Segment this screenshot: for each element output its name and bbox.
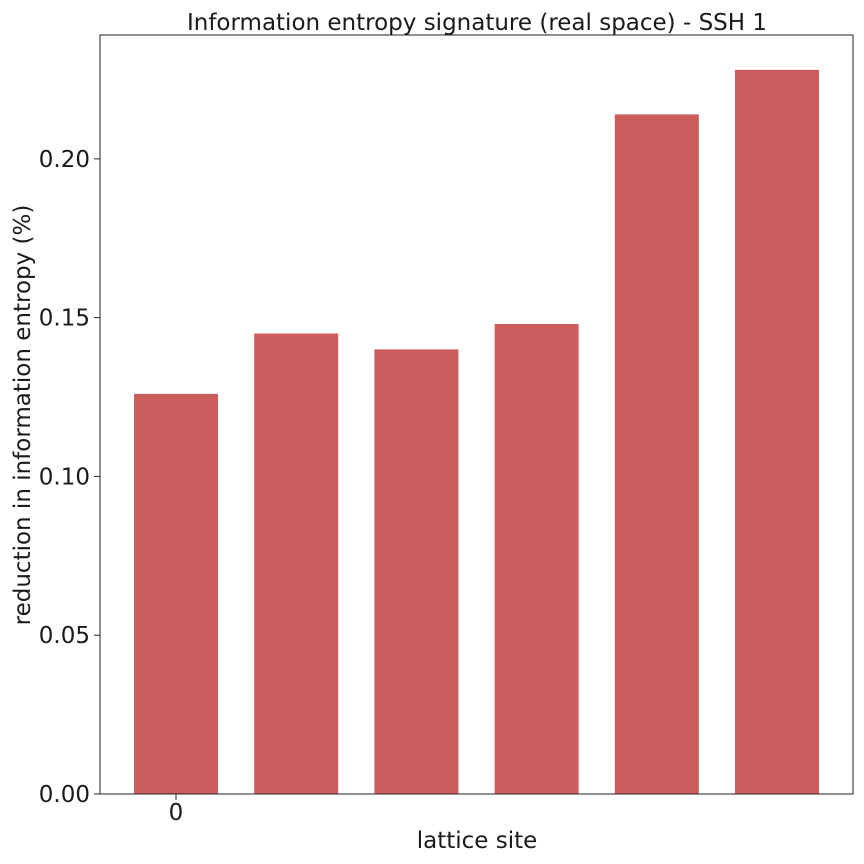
y-tick-label: 0.05 (39, 623, 90, 649)
y-axis-ticks: 0.00 0.05 0.10 0.15 0.20 (39, 147, 100, 808)
y-axis-label: reduction in information entropy (%) (10, 205, 36, 626)
y-tick-label: 0.10 (39, 464, 90, 490)
y-tick-label: 0.15 (39, 306, 90, 332)
y-tick-label: 0.00 (39, 782, 90, 808)
x-axis-ticks: 0 (169, 794, 184, 826)
bar-4 (614, 114, 699, 794)
bar-3 (494, 324, 579, 794)
bar-5 (735, 69, 819, 794)
bar-1 (254, 333, 339, 794)
x-tick-label: 0 (169, 800, 184, 826)
x-axis-label: lattice site (417, 828, 538, 854)
chart-title: Information entropy signature (real spac… (187, 10, 767, 36)
plot-frame (99, 34, 854, 795)
bars-group (134, 69, 819, 794)
y-tick-label: 0.20 (39, 147, 90, 173)
bar-2 (374, 349, 459, 794)
bar-0 (134, 393, 218, 794)
